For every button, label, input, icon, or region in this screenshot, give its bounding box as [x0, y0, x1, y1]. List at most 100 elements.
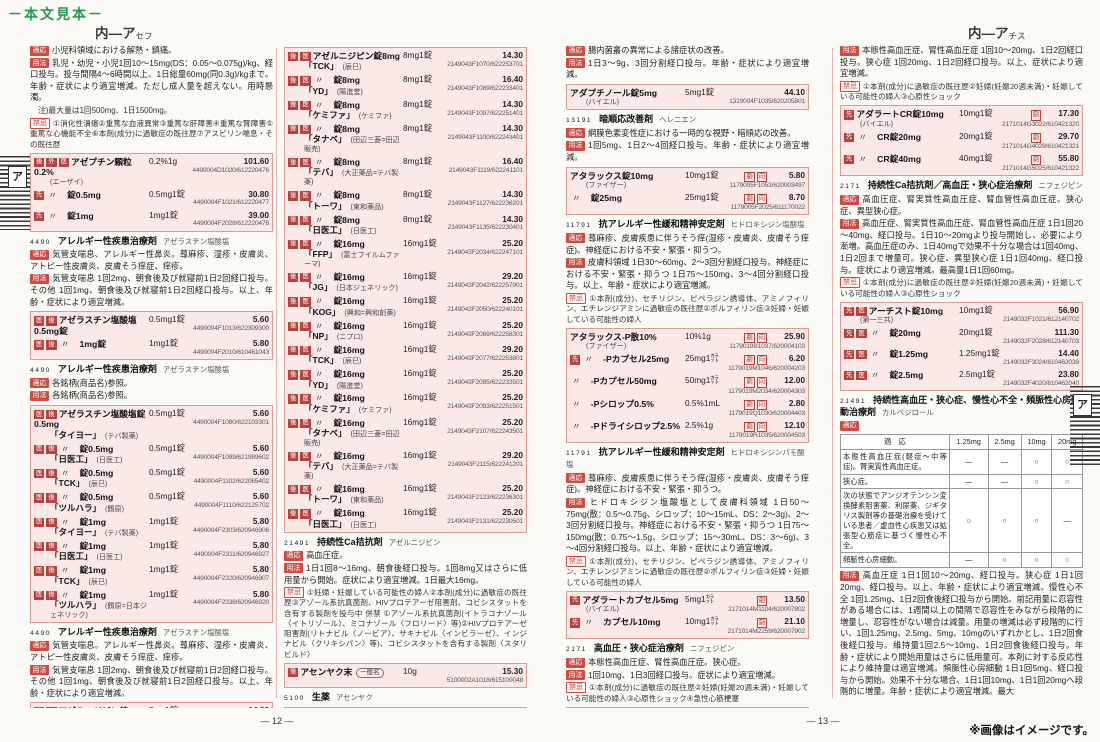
price-line: 1mg1錠 39.00 — [149, 209, 269, 221]
drug-code: 4490004F1080/622103301 — [193, 418, 269, 426]
usage-label: 用法 — [840, 218, 859, 229]
regulation-chip: 後 — [46, 541, 57, 552]
drug-name-line: 後外医アゼプチン顆粒0.2% — [34, 157, 149, 178]
drug-brand: 「TCK」 — [304, 355, 339, 366]
unit-spec: 2.5mg1錠 — [959, 369, 995, 380]
drug-row-right: 8mg1錠 14.30 2149043F1097/622251401 — [403, 99, 523, 118]
drug-row-right: 0.5mg1錠 5.60 4490004F1102/622065402 — [149, 467, 269, 486]
regulation-chip: 医 — [300, 158, 311, 168]
drug-row-left: 先医〃錠20mg — [844, 328, 959, 339]
drug-row-right: 10mg1錠 劇向 5.80 1179005F1053/620003497 — [685, 170, 805, 190]
ditto-mark: 〃 — [858, 153, 868, 164]
unit-spec: 0.2%1g — [149, 155, 178, 166]
drug-row-right: 16mg1錠 25.20 2149043F2085/622233501 — [403, 368, 523, 387]
drug-name: アゼラスチン塩酸塩錠0.5mg — [34, 409, 146, 430]
price-line: 50mg1㌌ 劇向 12.00 — [685, 375, 805, 388]
section-code: 21491 — [284, 539, 311, 547]
unit-spec: 8mg1錠 — [403, 156, 433, 167]
unit-spec: 16mg1錠 — [403, 416, 437, 427]
image-disclaimer: ※画像はイメージです。 — [969, 725, 1094, 737]
unit-spec: 25mg1錠 — [685, 191, 719, 202]
section-title: アレルギー性疾患治療剤 — [57, 235, 157, 246]
regulation-chip: 後 — [46, 410, 57, 420]
drug-name-line: 先〃錠1mg — [34, 211, 149, 221]
regulation-chip: 後 — [288, 485, 299, 495]
drug-row-right: 10mg1錠 劇 17.30 2171014G3022/610421320 — [959, 108, 1079, 128]
price: 5.80 — [252, 515, 269, 526]
info-paragraph: 用法 高血圧症 1日1回10～20mg、経口投与。狭心症 1日1回20mg、経口投… — [840, 570, 1083, 698]
regulation-chip: 医 — [300, 272, 311, 283]
section-title: 生薬 — [311, 691, 330, 702]
dose-flag-cell: ○ — [1051, 552, 1083, 569]
regulation-chip: 医 — [856, 371, 867, 381]
drug-row-right: 16mg1錠 25.20 2149043F2034/622247101 — [403, 238, 523, 257]
unit-spec: 10mg1錠 — [959, 304, 993, 315]
price-line: 10%1g 劇向 25.90 — [685, 331, 805, 344]
regulation-chip: 医 — [34, 590, 45, 600]
price: 39.00 — [248, 209, 269, 220]
contraindication-label: 禁忌 — [840, 80, 860, 92]
drug-row-right: 1mg1錠 5.80 4490004F2010/610461043 — [149, 338, 269, 357]
drug-row-right: 10mg1錠 56.90 2149032F1021/612140702 — [959, 304, 1079, 324]
price-line: 8mg1錠 16.40 — [403, 74, 523, 85]
drug-name-line: 医後〃錠0.5mg — [34, 444, 149, 455]
regulation-chip: 先 — [570, 618, 581, 628]
drug-row: 後医〃錠8mg 「タナベ」 (田辺三菱=田辺販売) 8mg1錠 14.30 2149043… — [287, 122, 524, 155]
regulation-chip: 医 — [300, 370, 311, 380]
regulation-chip: 医 — [300, 76, 311, 86]
company-name: (ニプロ) — [336, 332, 363, 341]
regulation-chip: 医 — [34, 566, 45, 576]
regulation-chip: 先 — [570, 595, 581, 606]
column-header: 2.5mg — [987, 434, 1022, 450]
drug-row: 医後〃錠1mg 「ツルハラ」 (鶴原=日本ジェネリック) 1mg1錠 5.80 44900… — [33, 588, 270, 621]
regulation-chip: 後 — [288, 191, 299, 201]
drug-row-left: 先〃錠1mg — [34, 211, 149, 221]
drug-name-line: 後医〃錠8mg — [288, 124, 403, 135]
drug-row-left: 後医〃錠8mg 「タナベ」 (田辺三菱=田辺販売) — [288, 124, 403, 154]
drug-row-left: 後医〃錠16mg 「TCK」 (辰巳) — [288, 345, 403, 366]
drug-code: 1179019R1035/620004503 — [728, 432, 805, 440]
ditto-mark: 〃 — [314, 417, 324, 428]
info-paragraph: 適応 小児科領域における解熱・鎮痛。 — [30, 45, 273, 57]
drug-brand: 「TCK」 — [50, 575, 85, 586]
price-line: 0.5%1mL 劇向 2.80 — [685, 398, 805, 411]
usage-label: 用法 — [284, 563, 303, 574]
dose-flag-cell: ○ — [1020, 448, 1053, 475]
drug-row: 先医〃錠1.25mg 1.25mg1錠 14.40 2149032F3024/6104… — [843, 347, 1080, 368]
info-paragraph: 禁忌 ①妊婦・妊娠している可能性の婦人②本剤(成分)に過敏症の既往歴③アゾール系抗… — [284, 587, 527, 660]
drug-row: 医後〃錠1mg 「日医工」 (日医工) 1mg1錠 5.80 4490004F2311/6… — [33, 539, 270, 563]
drug-brand: 「日医工」 — [304, 518, 347, 529]
drug-name-line: 後医〃錠8mg — [288, 157, 403, 168]
drug-code: 2149032F4020/610462040 — [1003, 379, 1079, 387]
price: 14.30 — [502, 122, 523, 133]
drug-name-line: 医後〃錠1mg — [34, 565, 149, 576]
drug-name-line: 先アダラートCR錠10mg — [844, 109, 959, 120]
drug-code: 2149032F3024/610462039 — [1003, 359, 1079, 366]
company-name: (テバ製薬) — [105, 529, 139, 538]
drug-code: 2149043F2050/622240101 — [447, 306, 523, 314]
price-line: 16mg1錠 25.20 — [403, 507, 523, 518]
drug-brand-line: 「YD」 (陽進堂) — [304, 86, 403, 97]
ditto-mark: 〃 — [314, 238, 324, 249]
regulation-chip: 医 — [300, 451, 311, 462]
drug-row-left: 医後アゼラスチン塩酸塩錠0.5mg 「タイヨー」 (テバ製薬) — [34, 409, 149, 441]
drug-name: 錠1mg — [67, 210, 94, 221]
regulation-mark: 劇 — [1030, 132, 1041, 143]
regulation-chip: 医 — [856, 306, 867, 317]
price: 5.80 — [252, 338, 269, 349]
unit-spec: 20mg1錠 — [959, 327, 993, 338]
drug-brand-line: (ファイザー) — [586, 181, 685, 190]
table-body: 本態性高血圧症(軽症～中等症)。腎実質性高血圧症。 — — ○ ○ 狭心症。 — — ○ ○ 次の状… — [840, 448, 1083, 569]
indication-text: 蕁麻疹、皮膚疾患に伴うそう痒(湿疹・皮膚炎、皮膚そう痒症)。神経症における不安・… — [566, 472, 809, 495]
price: 14.30 — [235, 705, 269, 708]
drug-brand: 「テバ」 — [304, 461, 339, 472]
drug-row-left: 後医〃錠16mg 「NP」 (ニプロ) — [288, 321, 403, 342]
company-name: (辰巳) — [88, 577, 108, 586]
unit-spec: 16mg1錠 — [403, 343, 437, 354]
regulation-mark: 劇 — [744, 193, 755, 205]
column-divider — [832, 48, 833, 698]
section-code: 2171 — [566, 646, 587, 654]
regulation-chip: 後 — [288, 239, 299, 250]
drug-row-right: 8mg1錠 16.40 2149043F1089/622233401 — [403, 74, 523, 93]
drug-brand: 「タナベ」 — [304, 134, 347, 145]
